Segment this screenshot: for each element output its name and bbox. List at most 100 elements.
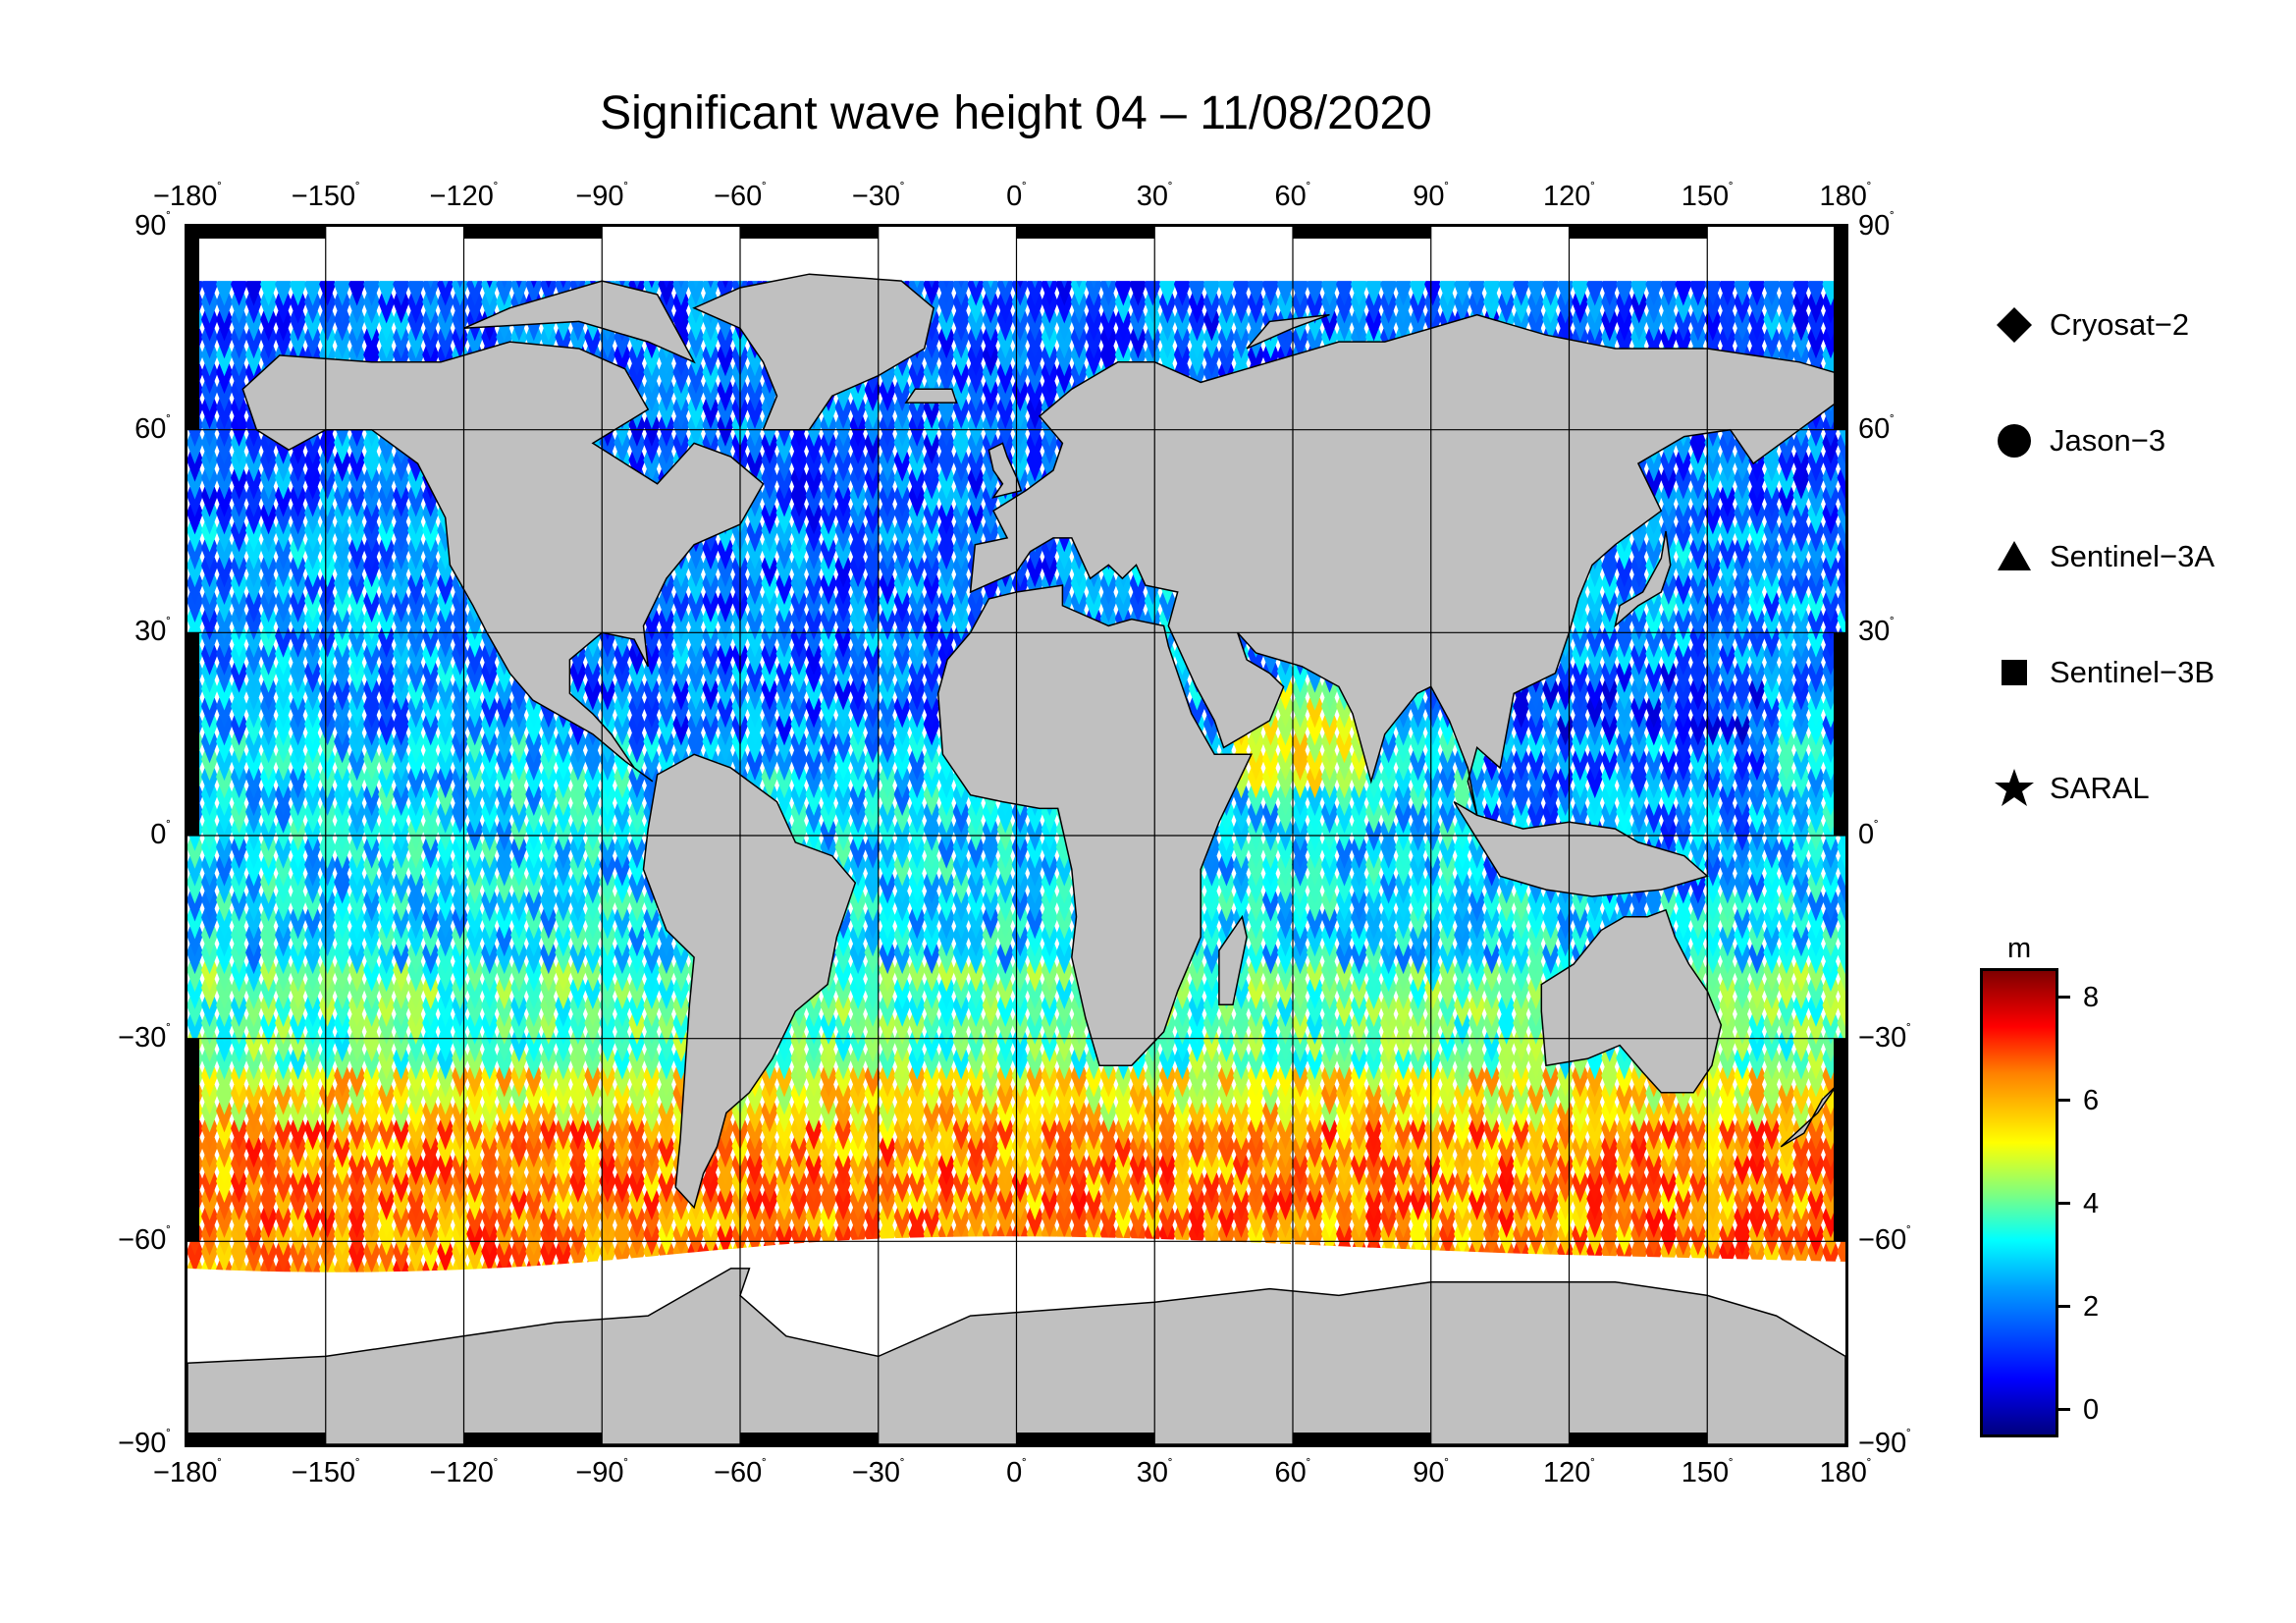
- colorbar-unit: m: [2007, 933, 2032, 964]
- lat-tick-left: 30˚: [134, 615, 171, 648]
- lat-tick-right: 60˚: [1858, 411, 1895, 445]
- colorbar-tick-label: 0: [2083, 1393, 2100, 1426]
- lon-tick-bottom: −30˚: [851, 1456, 905, 1488]
- lat-tick-left: 90˚: [134, 209, 171, 242]
- colorbar-tick-label: 8: [2083, 982, 2100, 1014]
- land-iceland: [904, 388, 958, 404]
- lon-tick-bottom: −150˚: [291, 1456, 360, 1488]
- border-bar-right: [1834, 1038, 1845, 1242]
- lon-tick-top: 60˚: [1274, 180, 1311, 212]
- border-bar-bottom: [740, 1433, 879, 1444]
- triangle-icon: [1993, 535, 2036, 578]
- lon-tick-bottom: −90˚: [575, 1456, 629, 1488]
- colorbar: [1980, 968, 2058, 1437]
- border-bar-right: [1834, 227, 1845, 430]
- border-bar-top: [1569, 227, 1708, 239]
- lon-tick-top: −90˚: [575, 180, 629, 212]
- land-madagascar: [1218, 914, 1248, 1005]
- legend-item-saral: SARAL: [1993, 764, 2150, 813]
- lat-tick-left: −90˚: [118, 1427, 171, 1459]
- lat-tick-right: 90˚: [1858, 209, 1895, 242]
- lon-tick-top: −30˚: [851, 180, 905, 212]
- land-new-zealand: [1780, 1085, 1838, 1148]
- lon-tick-bottom: −60˚: [714, 1456, 767, 1488]
- colorbar-tick-mark: [2058, 1304, 2070, 1308]
- lon-tick-top: −120˚: [429, 180, 499, 212]
- border-bar-top: [740, 227, 879, 239]
- lat-tick-right: −60˚: [1858, 1223, 1911, 1257]
- lon-tick-bottom: 120˚: [1542, 1456, 1596, 1488]
- border-bar-bottom: [1569, 1433, 1708, 1444]
- border-bar-bottom: [1293, 1433, 1431, 1444]
- lat-tick-right: −90˚: [1858, 1427, 1911, 1459]
- diamond-icon: [1993, 303, 2036, 347]
- colorbar-tick-mark: [2058, 996, 2070, 1000]
- lat-tick-right: −30˚: [1858, 1020, 1911, 1054]
- lon-tick-top: 30˚: [1136, 180, 1173, 212]
- land-eurasia: [969, 313, 1845, 816]
- lat-tick-left: −30˚: [118, 1020, 171, 1054]
- colorbar-tick-mark: [2058, 1202, 2070, 1205]
- lon-tick-bottom: 0˚: [1006, 1456, 1027, 1488]
- legend-label: Jason−3: [2050, 423, 2166, 458]
- lon-tick-top: −180˚: [153, 180, 222, 212]
- lat-tick-left: 0˚: [150, 818, 171, 850]
- colorbar-tick-label: 4: [2083, 1188, 2100, 1219]
- lat-tick-left: 60˚: [134, 411, 171, 445]
- land-japan: [1614, 530, 1672, 628]
- lat-tick-right: 30˚: [1858, 615, 1895, 648]
- lon-tick-bottom: 30˚: [1136, 1456, 1173, 1488]
- lon-tick-bottom: 90˚: [1413, 1456, 1450, 1488]
- border-bar-left: [187, 632, 199, 836]
- legend-label: Sentinel−3B: [2050, 655, 2216, 689]
- legend-label: Cryosat−2: [2050, 307, 2190, 342]
- chart-title: Significant wave height 04 – 11/08/2020: [600, 87, 1432, 139]
- legend-item-cryosat: Cryosat−2: [1993, 300, 2189, 350]
- map-frame: [185, 224, 1848, 1447]
- legend-item-sentinel-3a: Sentinel−3A: [1993, 532, 2215, 581]
- colorbar-tick-label: 6: [2083, 1085, 2100, 1117]
- border-bar-top: [1016, 227, 1155, 239]
- lat-tick-left: −60˚: [118, 1223, 171, 1257]
- lon-tick-top: 0˚: [1006, 180, 1027, 212]
- legend-label: Sentinel−3A: [2050, 539, 2216, 573]
- border-bar-left: [187, 1038, 199, 1242]
- land-svalbard-nz: [1246, 313, 1330, 350]
- border-bar-bottom: [1016, 1433, 1155, 1444]
- land-australia: [1540, 908, 1723, 1094]
- circle-icon: [1993, 419, 2036, 462]
- lon-tick-top: 180˚: [1819, 180, 1872, 212]
- border-bar-bottom: [463, 1433, 603, 1444]
- square-icon: [1993, 651, 2036, 694]
- map-border-bars: [187, 227, 1845, 1444]
- border-bar-top: [1293, 227, 1431, 239]
- land-south-america: [642, 753, 857, 1210]
- graticule: [187, 227, 1845, 1444]
- world-map: [187, 227, 1845, 1444]
- legend-label: SARAL: [2050, 771, 2150, 805]
- border-bar-bottom: [187, 1433, 326, 1444]
- border-bar-top: [187, 227, 326, 239]
- land-greenland: [692, 273, 934, 431]
- legend-item-jason: Jason−3: [1993, 416, 2165, 465]
- colorbar-tick-mark: [2058, 1099, 2070, 1103]
- land-uk: [988, 442, 1023, 499]
- colorbar-tick-label: 2: [2083, 1290, 2100, 1323]
- border-bar-top: [463, 227, 603, 239]
- legend-item-sentinel-3b: Sentinel−3B: [1993, 648, 2215, 697]
- border-bar-left: [187, 227, 199, 430]
- star-icon: [1993, 767, 2036, 810]
- lat-tick-right: 0˚: [1858, 818, 1879, 850]
- lon-tick-bottom: −120˚: [429, 1456, 499, 1488]
- lon-tick-bottom: −180˚: [153, 1456, 222, 1488]
- land-indonesia: [1453, 800, 1709, 897]
- border-bar-right: [1834, 632, 1845, 836]
- lon-tick-top: 90˚: [1413, 180, 1450, 212]
- lon-tick-top: −60˚: [714, 180, 767, 212]
- lon-tick-bottom: 150˚: [1681, 1456, 1734, 1488]
- lon-tick-top: 120˚: [1542, 180, 1596, 212]
- land-canadian-arctic: [463, 280, 696, 364]
- lon-tick-top: −150˚: [291, 180, 360, 212]
- lon-tick-top: 150˚: [1681, 180, 1734, 212]
- lon-tick-bottom: 60˚: [1274, 1456, 1311, 1488]
